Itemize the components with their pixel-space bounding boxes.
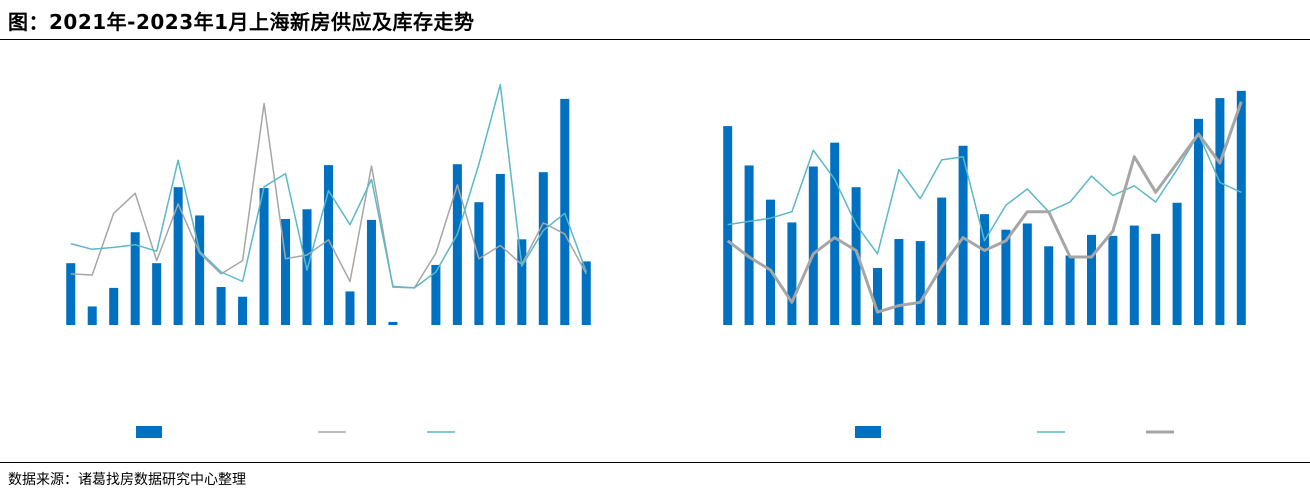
bar [366,219,376,325]
source-note: 数据来源：诸葛找房数据研究中心整理 [8,472,246,488]
bar [109,287,119,325]
bar [452,164,462,325]
bar [130,232,140,325]
legend-swatch-bar [855,426,881,438]
bar [915,241,925,325]
bar [830,142,840,325]
bar [1022,223,1032,325]
bar [195,215,205,325]
bar [388,321,398,325]
bar [723,126,733,325]
bar [581,261,591,325]
bar [1108,235,1118,325]
bar [495,173,505,325]
bar [980,214,989,325]
bar [560,98,570,325]
bar [152,263,162,325]
bar [66,263,76,325]
bar [1001,229,1011,325]
bar [1236,90,1246,325]
bar [517,239,527,325]
bar [894,239,904,325]
bar [238,296,248,325]
bar [216,287,226,325]
bar [323,165,334,325]
inventory-chart [723,90,1246,438]
bar [787,222,797,325]
bar [259,188,269,325]
series-line-mom [70,102,587,289]
bar [744,165,754,325]
bar [958,145,968,325]
bar [851,187,861,325]
bar [538,172,548,325]
bar [431,264,441,325]
bar [808,166,818,325]
bar [1044,246,1054,325]
bar [937,197,947,325]
bar [766,199,775,325]
source-rule [0,462,1310,463]
bar [345,291,355,325]
bar [87,306,97,325]
bar [1087,234,1096,325]
figure-title: 图：2021年-2023年1月上海新房供应及库存走势 [8,10,475,34]
bar [474,202,484,325]
series-line-mom [727,133,1242,255]
bar [1151,233,1161,325]
series-line-yoy [70,83,588,289]
bar [1129,225,1139,325]
bar [873,268,882,325]
bar [1194,118,1203,325]
bar [281,219,291,325]
legend-swatch-bar [136,426,162,438]
title-rule [0,39,1310,40]
bar [1215,98,1225,325]
series-line-yoy [726,101,1243,314]
bar [173,187,183,325]
bar [1172,202,1182,325]
supply-chart [66,83,591,438]
bar [1065,255,1075,325]
